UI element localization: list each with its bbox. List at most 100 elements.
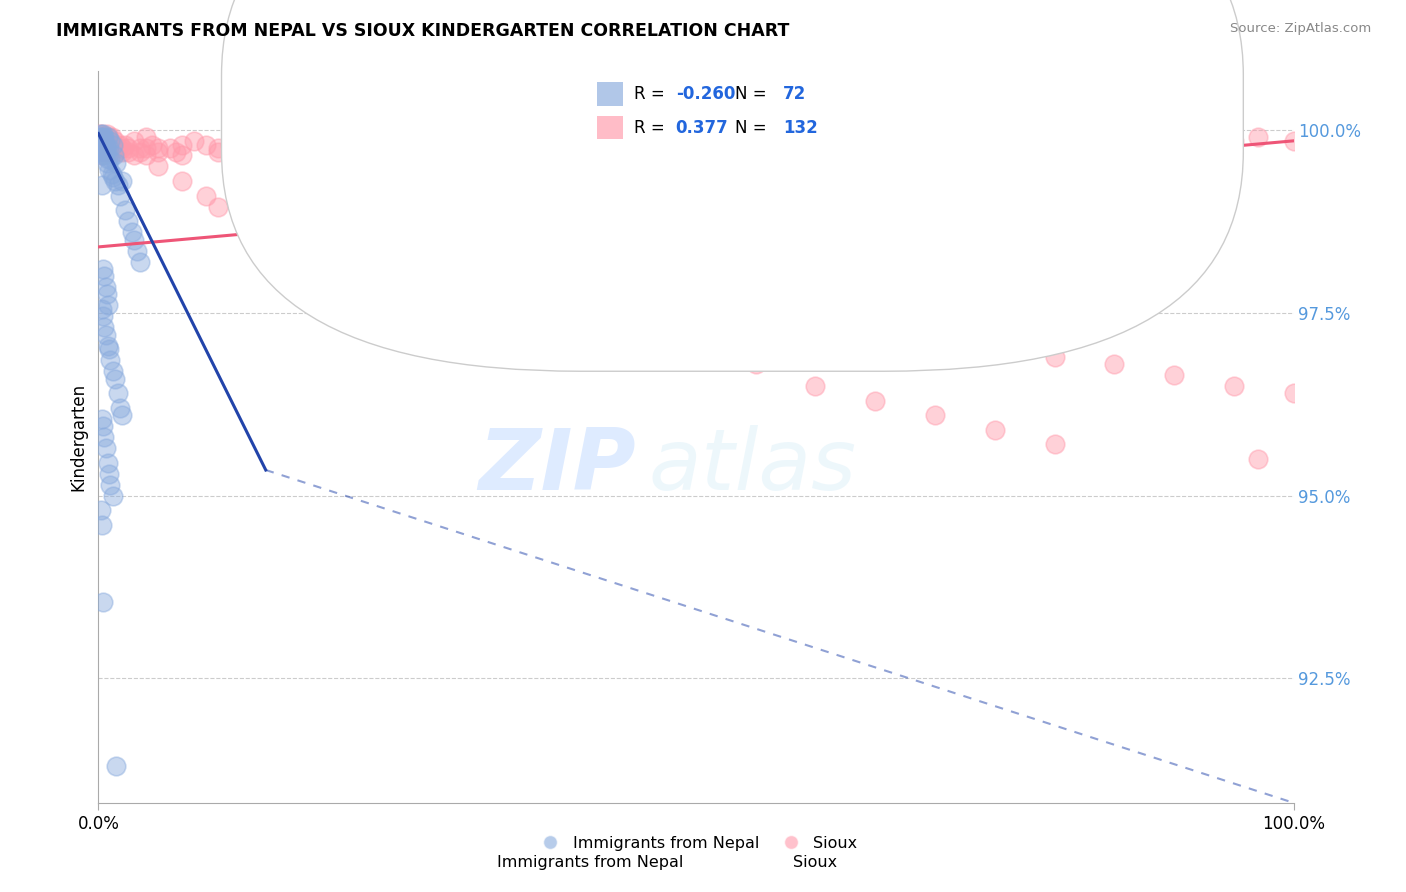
Point	[207, 200, 229, 214]
Text: IMMIGRANTS FROM NEPAL VS SIOUX KINDERGARTEN CORRELATION CHART: IMMIGRANTS FROM NEPAL VS SIOUX KINDERGAR…	[56, 22, 790, 40]
Point	[1043, 134, 1066, 148]
Point	[422, 141, 444, 155]
Point	[94, 141, 117, 155]
Point	[104, 174, 127, 188]
Bar	[596, 116, 623, 139]
Text: N =: N =	[735, 119, 772, 136]
Point	[135, 148, 157, 162]
Point	[98, 343, 121, 357]
Point	[97, 145, 120, 159]
Point	[93, 148, 115, 162]
Point	[195, 188, 218, 202]
Point	[91, 148, 114, 162]
Point	[165, 145, 187, 159]
Point	[89, 145, 111, 159]
Point	[121, 225, 143, 239]
Point	[96, 141, 118, 155]
Point	[1282, 386, 1305, 401]
Point	[183, 134, 205, 148]
Point	[91, 411, 114, 425]
Point	[98, 163, 121, 178]
Point	[135, 141, 157, 155]
Point	[207, 141, 229, 155]
Point	[114, 137, 136, 152]
Point	[648, 130, 672, 145]
Text: Sioux: Sioux	[793, 855, 838, 870]
Point	[278, 137, 301, 152]
Point	[685, 298, 707, 312]
Point	[101, 170, 124, 185]
Point	[948, 130, 970, 145]
Point	[385, 130, 409, 145]
Point	[97, 134, 120, 148]
Point	[93, 430, 115, 444]
Point	[96, 155, 118, 169]
Point	[135, 130, 157, 145]
Point	[685, 339, 707, 353]
Point	[91, 130, 114, 145]
Point	[117, 141, 139, 155]
Point	[100, 130, 122, 145]
Point	[124, 233, 146, 247]
Point	[828, 130, 851, 145]
Point	[565, 134, 588, 148]
Point	[1104, 357, 1126, 371]
Point	[91, 302, 114, 317]
Point	[94, 327, 117, 342]
Point	[91, 137, 114, 152]
Point	[94, 134, 117, 148]
Text: 132: 132	[783, 119, 818, 136]
Point	[565, 287, 588, 301]
Point	[96, 130, 118, 145]
Point	[924, 327, 946, 342]
Point	[924, 134, 946, 148]
Point	[98, 152, 122, 166]
Point	[103, 148, 125, 162]
Point	[984, 423, 1007, 437]
Point	[315, 137, 337, 152]
Point	[96, 137, 118, 152]
Point	[111, 408, 134, 422]
Point	[111, 145, 134, 159]
Text: Source: ZipAtlas.com: Source: ZipAtlas.com	[1230, 22, 1371, 36]
Y-axis label: Kindergarten: Kindergarten	[69, 383, 87, 491]
Point	[243, 137, 266, 152]
Point	[117, 145, 139, 159]
Point	[924, 408, 946, 422]
Point	[98, 141, 121, 155]
Point	[1247, 452, 1270, 467]
Point	[254, 148, 277, 162]
Point	[626, 134, 648, 148]
Point	[108, 401, 131, 415]
Point	[98, 134, 122, 148]
Point	[107, 386, 129, 401]
Point	[98, 145, 121, 159]
Point	[93, 137, 115, 152]
Point	[96, 287, 118, 301]
Point	[141, 137, 163, 152]
Point	[125, 244, 148, 258]
Point	[745, 134, 768, 148]
Point	[804, 310, 827, 324]
Point	[97, 456, 120, 470]
Point	[865, 320, 887, 334]
Point	[93, 134, 115, 148]
Point	[129, 254, 152, 268]
Point	[90, 130, 112, 145]
Point	[108, 137, 131, 152]
Point	[172, 137, 194, 152]
Text: N =: N =	[735, 85, 772, 103]
Point	[97, 339, 120, 353]
Point	[374, 141, 396, 155]
Point	[105, 759, 128, 773]
Point	[96, 127, 118, 141]
Point	[117, 214, 139, 228]
Point	[91, 127, 114, 141]
Point	[804, 134, 827, 148]
Point	[219, 137, 242, 152]
Point	[94, 137, 117, 152]
Point	[114, 203, 136, 218]
Point	[124, 148, 146, 162]
Point	[111, 174, 134, 188]
Point	[89, 130, 111, 145]
